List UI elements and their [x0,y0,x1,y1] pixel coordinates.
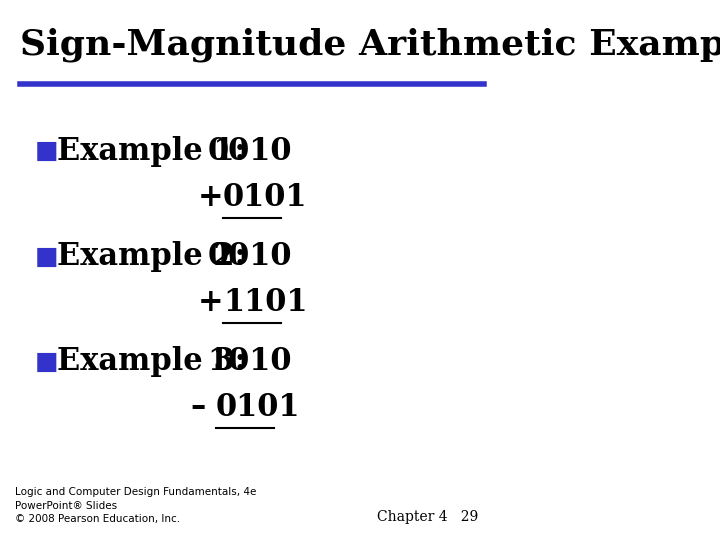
Text: 0101: 0101 [223,181,307,213]
Text: Logic and Computer Design Fundamentals, 4e
PowerPoint® Slides
© 2008 Pearson Edu: Logic and Computer Design Fundamentals, … [15,488,256,524]
Text: ■: ■ [35,139,58,163]
Text: Example 2:: Example 2: [57,241,246,272]
Text: Sign-Magnitude Arithmetic Examples: Sign-Magnitude Arithmetic Examples [19,27,720,62]
Text: Example 3:: Example 3: [57,346,246,377]
Text: Example 1:: Example 1: [57,136,246,167]
Text: 0101: 0101 [215,392,300,423]
Text: 0010: 0010 [207,241,292,272]
Text: +: + [197,287,223,318]
Text: +: + [197,181,223,213]
Text: ■: ■ [35,245,58,268]
Text: 0010: 0010 [207,136,292,167]
Text: 1010: 1010 [207,346,292,377]
Text: ■: ■ [35,350,58,374]
Text: –: – [190,392,205,423]
Text: Chapter 4   29: Chapter 4 29 [377,510,479,524]
Text: 1101: 1101 [223,287,307,318]
